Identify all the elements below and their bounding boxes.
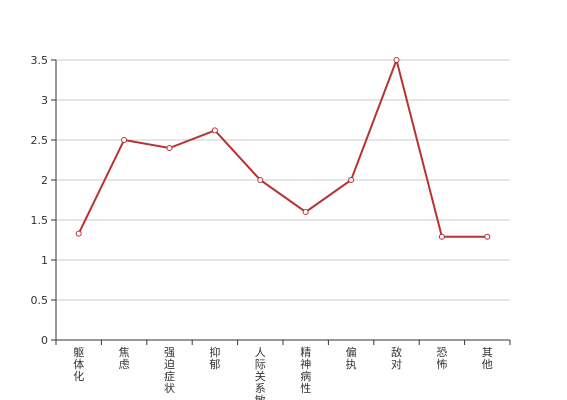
- y-tick-label: 3: [41, 94, 48, 107]
- point: [438, 233, 445, 240]
- y-tick-label: 0.5: [31, 294, 49, 307]
- y-tick-label: 1.5: [31, 214, 49, 227]
- y-tick-label: 2.5: [31, 134, 49, 147]
- x-tick-label: 精神病性: [300, 346, 311, 395]
- x-tick-label: 躯体化: [73, 346, 84, 383]
- point: [393, 57, 400, 63]
- x-tick-label: 其他: [482, 346, 493, 371]
- y-tick-label: 2: [41, 174, 48, 187]
- point: [211, 127, 218, 134]
- point: [166, 145, 173, 151]
- point: [121, 137, 128, 143]
- y-tick-label: 0: [41, 334, 48, 347]
- point: [484, 233, 491, 240]
- point: [75, 230, 82, 237]
- x-tick-label: 焦虑: [119, 346, 130, 371]
- x-tick-label: 人际关系敏感: [255, 346, 266, 400]
- point: [257, 177, 264, 183]
- line: [77, 56, 488, 238]
- x-tick-label: 敌对: [391, 345, 402, 371]
- point: [348, 177, 355, 183]
- x-tick-label: 恐怖: [436, 346, 447, 371]
- y-tick-label: 3.5: [31, 54, 49, 67]
- point: [302, 209, 309, 215]
- x-tick-label: 强迫症状: [164, 346, 175, 395]
- x-tick-label: 偏执: [346, 345, 357, 371]
- x-tick-label: 抑郁: [209, 345, 220, 371]
- y-tick-label: 1: [41, 254, 48, 267]
